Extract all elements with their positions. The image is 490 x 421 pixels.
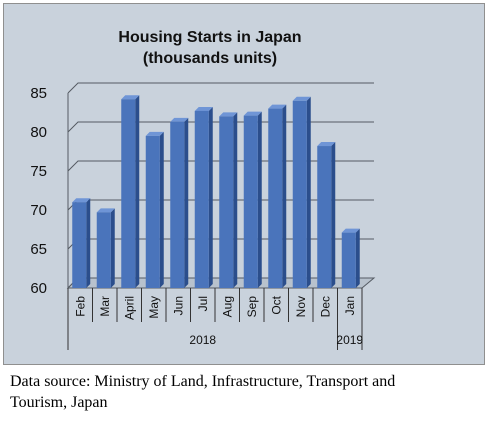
x-tick-label-nov: Nov — [294, 296, 308, 317]
y-tick-label-70: 70 — [30, 202, 47, 219]
bar-aug — [219, 116, 234, 289]
bar-side-sep — [257, 111, 262, 289]
bar-top-jul — [194, 106, 213, 111]
y-tick-label-75: 75 — [30, 163, 47, 180]
x-tick-label-jan: Jan — [343, 296, 357, 315]
x-tick-label-dec: Dec — [318, 296, 332, 317]
y-tick-label-85: 85 — [30, 85, 47, 102]
bar-feb — [72, 202, 87, 288]
x-tick-label-jun: Jun — [171, 296, 185, 315]
bar-side-oct — [282, 104, 287, 288]
bar-dec — [317, 146, 332, 288]
bar-side-jan — [355, 228, 360, 288]
bar-top-may — [145, 131, 164, 136]
bar-jan — [341, 232, 356, 288]
bar-top-oct — [268, 104, 287, 109]
bar-top-feb — [72, 198, 91, 203]
data-source-caption: Data source: Ministry of Land, Infrastru… — [10, 371, 486, 413]
x-tick-label-sep: Sep — [245, 296, 259, 318]
bar-top-aug — [219, 112, 238, 117]
x-tick-label-oct: Oct — [269, 295, 283, 314]
bar-side-aug — [233, 112, 238, 289]
x-tick-label-may: May — [147, 296, 161, 319]
y-tick-label-80: 80 — [30, 124, 47, 141]
caption-line-2: Tourism, Japan — [10, 394, 108, 411]
bar-side-dec — [331, 142, 336, 288]
y-tick-label-65: 65 — [30, 241, 47, 258]
bar-side-april — [135, 95, 140, 289]
bar-april — [121, 99, 136, 289]
year-group-label-2018: 2018 — [189, 333, 216, 347]
x-tick-label-april: April — [122, 296, 136, 320]
bar-side-may — [159, 131, 164, 288]
bar-oct — [268, 108, 283, 288]
caption-line-1: Data source: Ministry of Land, Infrastru… — [10, 373, 396, 390]
bar-top-sep — [243, 111, 262, 116]
y-tick-label-60: 60 — [30, 280, 47, 297]
x-tick-label-jul: Jul — [196, 296, 210, 311]
bar-side-feb — [86, 198, 91, 288]
bar-mar — [96, 212, 111, 288]
bar-top-dec — [317, 142, 336, 147]
gridline-85 — [67, 82, 374, 94]
chart-subtitle: (thousands units) — [143, 50, 277, 67]
bar-top-jun — [170, 117, 189, 122]
x-tick-label-aug: Aug — [220, 296, 234, 317]
bar-jun — [170, 121, 185, 288]
year-group-label-2019: 2019 — [336, 333, 363, 347]
x-tick-label-feb: Feb — [73, 296, 87, 317]
bar-side-nov — [306, 96, 311, 288]
housing-starts-chart: Housing Starts in Japan (thousands units)… — [30, 29, 376, 350]
bar-may — [145, 135, 160, 288]
x-tick-label-mar: Mar — [98, 296, 112, 317]
bar-top-mar — [96, 208, 115, 213]
bar-side-jul — [208, 106, 213, 288]
bar-side-mar — [110, 208, 115, 288]
bar-top-jan — [341, 228, 360, 233]
bar-jul — [194, 110, 209, 288]
chart-title: Housing Starts in Japan — [118, 29, 301, 46]
bar-side-jun — [184, 117, 189, 288]
bar-nov — [292, 100, 307, 288]
bar-sep — [243, 115, 258, 289]
bar-top-nov — [292, 96, 311, 101]
bar-top-april — [121, 95, 140, 100]
